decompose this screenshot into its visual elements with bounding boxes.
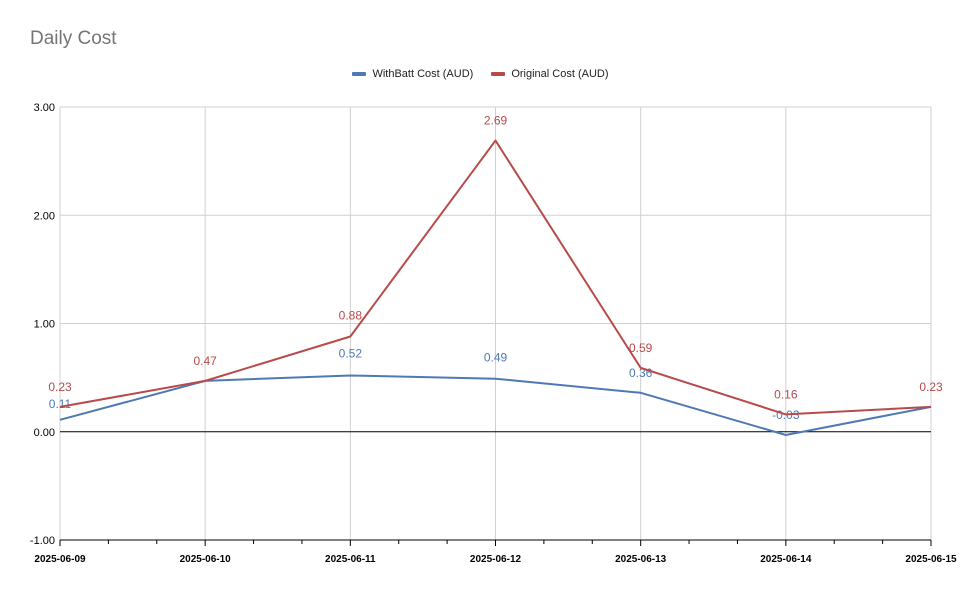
legend-label-original: Original Cost (AUD) xyxy=(511,68,609,80)
data-label: 0.47 xyxy=(193,354,217,368)
legend-label-withbatt: WithBatt Cost (AUD) xyxy=(372,68,474,80)
legend-item-withbatt[interactable]: WithBatt Cost (AUD) xyxy=(352,68,473,80)
y-tick-label: 1.00 xyxy=(34,319,55,331)
x-tick-label: 2025-06-09 xyxy=(34,554,86,565)
data-label: 0.16 xyxy=(774,387,798,401)
legend-swatch-original xyxy=(491,72,506,76)
legend: WithBatt Cost (AUD) Original Cost (AUD) xyxy=(0,68,961,80)
legend-item-original[interactable]: Original Cost (AUD) xyxy=(491,68,609,80)
series-line-1 xyxy=(59,139,932,416)
x-tick-label: 2025-06-11 xyxy=(325,554,376,565)
data-label: 2.69 xyxy=(484,114,508,128)
y-tick-label: 0.00 xyxy=(34,427,55,439)
data-label: 0.23 xyxy=(48,380,72,394)
y-tick-label: 3.00 xyxy=(34,102,55,114)
legend-swatch-withbatt xyxy=(352,72,367,76)
x-tick-label: 2025-06-10 xyxy=(180,554,232,565)
x-tick-label: 2025-06-13 xyxy=(615,554,667,565)
data-label: 0.88 xyxy=(339,308,363,322)
chart-title: Daily Cost xyxy=(30,28,117,49)
x-tick-label: 2025-06-15 xyxy=(905,554,957,565)
data-label: 0.23 xyxy=(919,380,943,394)
data-label: 0.49 xyxy=(484,351,508,365)
x-tick-label: 2025-06-14 xyxy=(760,554,812,565)
data-label: 0.59 xyxy=(629,341,653,355)
y-tick-label: 2.00 xyxy=(34,210,55,222)
data-label: 0.52 xyxy=(339,346,363,360)
data-label: 0.11 xyxy=(49,397,72,411)
x-tick-label: 2025-06-12 xyxy=(470,554,522,565)
y-tick-label: -1.00 xyxy=(30,535,55,547)
